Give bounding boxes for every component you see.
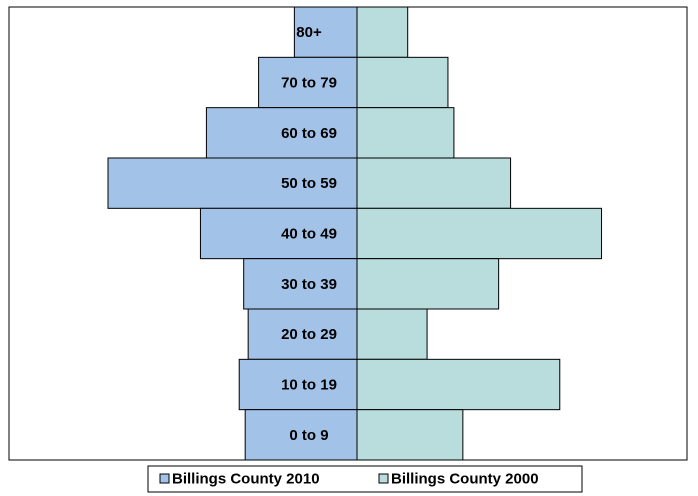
bar [356, 409, 464, 461]
bar [356, 107, 455, 159]
bar [243, 258, 358, 310]
bar [238, 358, 358, 411]
category-label: 60 to 69 [281, 125, 337, 142]
category-label: 10 to 19 [281, 376, 337, 393]
bar [356, 157, 512, 209]
bar [356, 358, 561, 411]
legend-swatch [378, 473, 389, 484]
legend-box [147, 465, 583, 493]
bar [356, 56, 449, 109]
bar [356, 6, 409, 58]
bar [356, 308, 428, 360]
bar [107, 157, 358, 209]
legend-swatch [159, 473, 170, 484]
legend-label: Billings County 2010 [172, 470, 320, 487]
category-label: 30 to 39 [281, 276, 337, 293]
bar [356, 207, 603, 260]
category-label: 20 to 29 [281, 326, 337, 343]
bar [205, 107, 358, 159]
category-label: 50 to 59 [281, 175, 337, 192]
legend-label: Billings County 2000 [391, 470, 539, 487]
category-label: 40 to 49 [281, 225, 337, 242]
bar [356, 258, 500, 310]
category-label: 0 to 9 [289, 427, 328, 444]
bar [293, 6, 358, 58]
category-label: 80+ [296, 24, 322, 41]
bar [258, 56, 358, 109]
category-label: 70 to 79 [281, 74, 337, 91]
